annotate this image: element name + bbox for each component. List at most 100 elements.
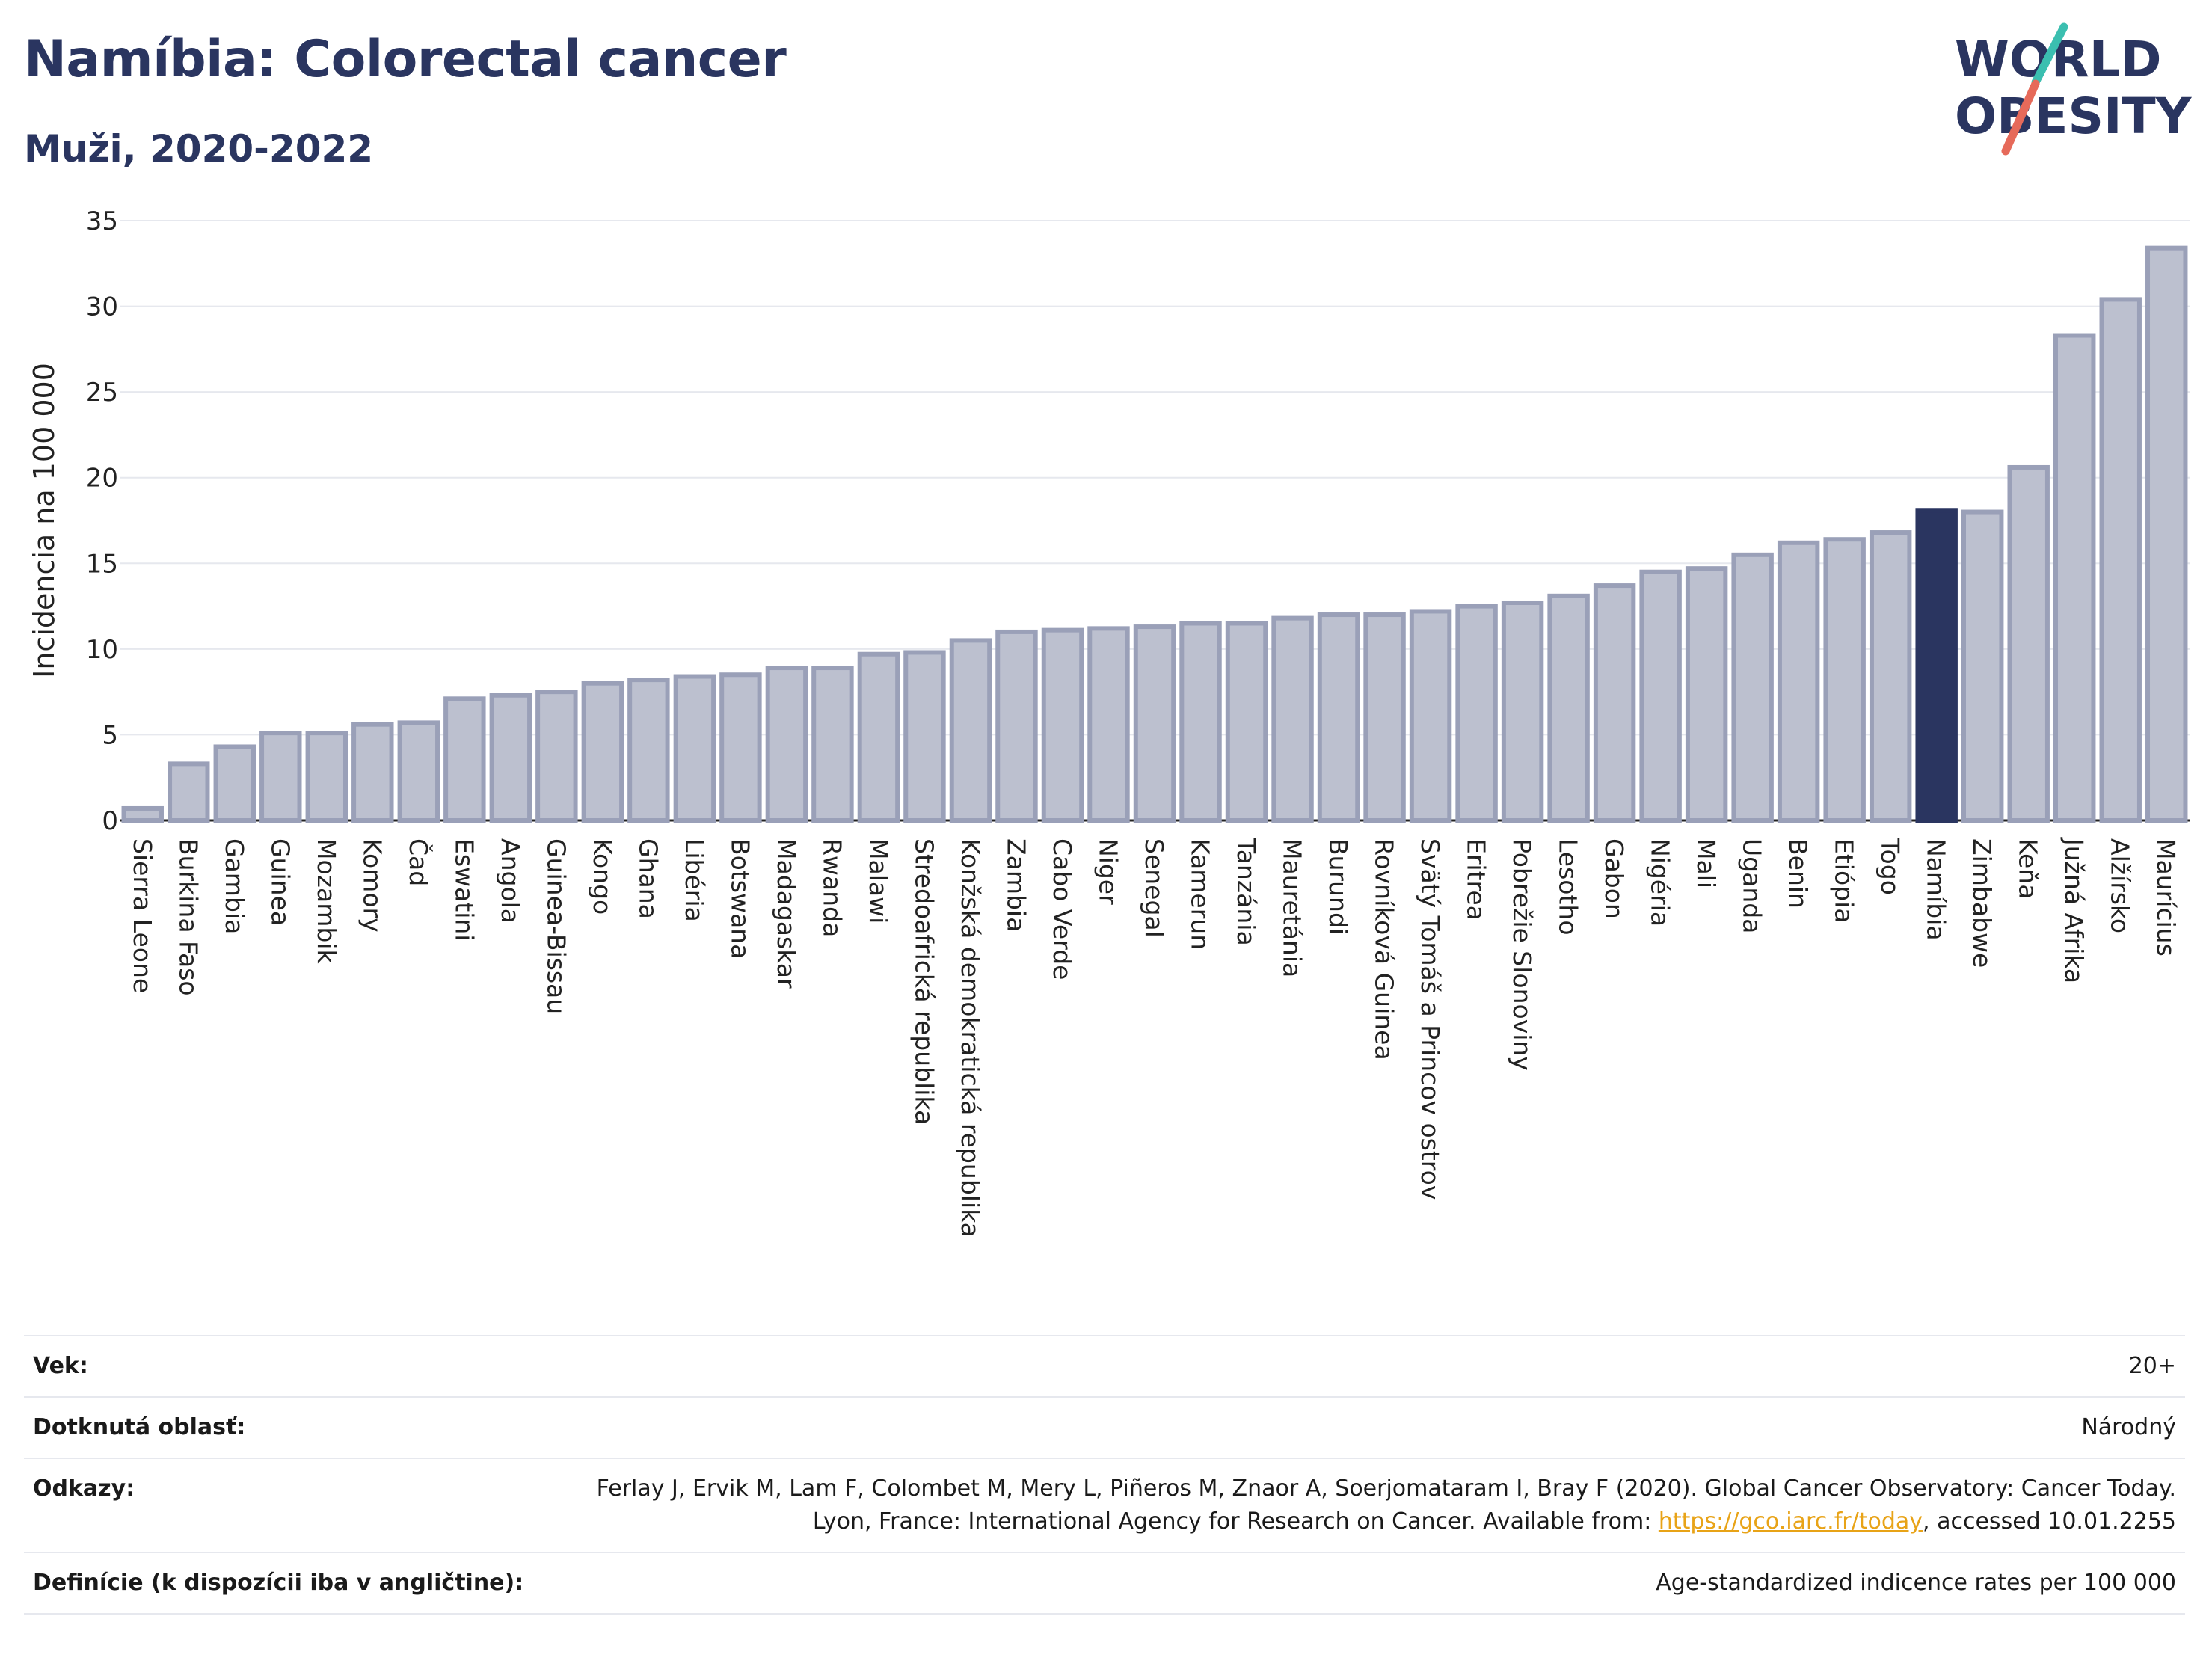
x-category-label: Maurícius bbox=[2151, 838, 2181, 957]
page-title: Namíbia: Colorectal cancer bbox=[24, 30, 787, 89]
info-value-references: Ferlay J, Ervik M, Lam F, Colombet M, Me… bbox=[531, 1473, 2176, 1538]
x-category-label: Malawi bbox=[864, 838, 893, 924]
bar bbox=[1593, 583, 1636, 823]
x-category-label: Zimbabwe bbox=[1967, 838, 1997, 968]
bar bbox=[121, 805, 164, 823]
logo-slash-red bbox=[2001, 79, 2040, 156]
bar bbox=[1363, 612, 1406, 823]
bar bbox=[1041, 627, 1084, 823]
bar bbox=[2099, 297, 2142, 823]
bar bbox=[1685, 566, 1728, 823]
bar bbox=[1409, 609, 1452, 823]
y-tick-label: 10 bbox=[86, 635, 118, 665]
bar bbox=[627, 678, 670, 823]
x-category-label: Madagaskar bbox=[772, 838, 801, 989]
x-category-label: Rwanda bbox=[817, 838, 847, 937]
y-tick-label: 15 bbox=[86, 549, 118, 579]
x-category-label: Togo bbox=[1875, 838, 1905, 895]
x-category-label: Alžírsko bbox=[2106, 838, 2135, 933]
bar bbox=[581, 681, 624, 823]
x-category-label: Čad bbox=[404, 838, 434, 886]
bar bbox=[949, 638, 992, 823]
x-category-label: Pobrežie Slonoviny bbox=[1508, 838, 1537, 1071]
x-category-label: Konžská demokratická republika bbox=[956, 838, 985, 1238]
bar bbox=[2007, 464, 2050, 823]
x-category-label: Burundi bbox=[1324, 838, 1353, 935]
bar bbox=[259, 731, 302, 823]
bar bbox=[1961, 509, 2004, 823]
x-category-label: Stredoafrická republika bbox=[909, 838, 938, 1125]
bar bbox=[1547, 593, 1590, 823]
bar bbox=[213, 744, 256, 823]
x-category-label: Mozambik bbox=[312, 838, 341, 964]
x-category-label: Angola bbox=[496, 838, 525, 924]
bar bbox=[2053, 333, 2096, 823]
info-row-age: Vek: 20+ bbox=[24, 1335, 2185, 1396]
info-key-references: Odkazy: bbox=[33, 1476, 135, 1502]
x-category-label: Keňa bbox=[2014, 838, 2043, 899]
y-tick-label: 0 bbox=[102, 806, 118, 836]
x-category-label: Eswatini bbox=[449, 838, 479, 941]
x-category-label: Rovníková Guinea bbox=[1370, 838, 1399, 1060]
x-category-label: Benin bbox=[1784, 838, 1813, 909]
label-layer: 0 5 10 15 20 25 30 35 Sierra Leone Burkina Faso Ga… bbox=[86, 206, 2181, 1238]
x-category-label: Niger bbox=[1093, 838, 1122, 905]
x-category-label: Cabo Verde bbox=[1048, 838, 1077, 980]
x-category-label: Lesotho bbox=[1554, 838, 1583, 936]
bar bbox=[903, 650, 946, 823]
logo-slash-teal bbox=[2031, 22, 2068, 87]
x-category-label: Ghana bbox=[633, 838, 663, 919]
x-category-label: Južná Afrika bbox=[2059, 837, 2089, 983]
bar bbox=[1087, 626, 1130, 823]
bar bbox=[1179, 621, 1222, 823]
x-category-label: Libéria bbox=[680, 838, 709, 922]
bar bbox=[1225, 621, 1268, 823]
x-category-label: Guinea bbox=[265, 838, 295, 926]
bar-highlight bbox=[1915, 508, 1958, 823]
bar bbox=[995, 629, 1038, 823]
x-category-label: Burkina Faso bbox=[173, 838, 203, 996]
x-category-label: Tanzánia bbox=[1232, 838, 1261, 946]
y-tick-label: 20 bbox=[86, 464, 118, 494]
bar bbox=[535, 690, 578, 823]
info-value-area: Národný bbox=[2081, 1414, 2176, 1440]
x-category-label: Komory bbox=[357, 838, 387, 933]
bar bbox=[351, 722, 394, 823]
bar bbox=[1731, 552, 1774, 823]
x-category-label: Botswana bbox=[725, 838, 755, 959]
x-category-label: Eritrea bbox=[1462, 838, 1491, 921]
y-tick-label: 5 bbox=[102, 720, 118, 750]
info-row-references: Odkazy: Ferlay J, Ervik M, Lam F, Colomb… bbox=[24, 1458, 2185, 1552]
bar-chart: 0 5 10 15 20 25 30 35 Sierra Leone Burkina Faso Ga… bbox=[28, 206, 2190, 1238]
bar bbox=[1777, 540, 1820, 823]
x-category-label: Etiópia bbox=[1830, 838, 1859, 924]
bar bbox=[1869, 530, 1912, 823]
info-value-age: 20+ bbox=[2128, 1353, 2176, 1379]
bar bbox=[1455, 604, 1498, 823]
info-row-area: Dotknutá oblasť: Národný bbox=[24, 1396, 2185, 1458]
info-row-definitions: Definície (k dispozícii iba v angličtine… bbox=[24, 1552, 2185, 1615]
bar bbox=[1823, 537, 1866, 823]
x-category-label: Kamerun bbox=[1186, 838, 1215, 950]
reference-link[interactable]: https://gco.iarc.fr/today bbox=[1658, 1508, 1923, 1535]
world-obesity-logo: WORLD OBESITY bbox=[1955, 22, 2193, 156]
x-category-label: Mauretánia bbox=[1278, 838, 1307, 977]
y-tick-label: 25 bbox=[86, 378, 118, 408]
bar bbox=[2145, 245, 2188, 823]
x-category-label: Nigéria bbox=[1646, 838, 1675, 927]
x-category-label: Zambia bbox=[1001, 838, 1030, 932]
bar bbox=[1271, 615, 1314, 823]
y-axis-title: Incidencia na 100 000 bbox=[28, 363, 61, 678]
info-key-age: Vek: bbox=[33, 1353, 88, 1379]
x-category-label: Svätý Tomáš a Princov ostrov bbox=[1416, 838, 1445, 1200]
bar bbox=[811, 666, 854, 823]
info-key-area: Dotknutá oblasť: bbox=[33, 1414, 246, 1440]
bar bbox=[443, 696, 486, 823]
x-category-label: Uganda bbox=[1738, 838, 1767, 933]
x-category-label: Mali bbox=[1692, 838, 1721, 888]
x-category-label: Gabon bbox=[1600, 838, 1629, 919]
x-category-label: Kongo bbox=[588, 838, 617, 915]
bar-layer bbox=[121, 245, 2188, 823]
bar bbox=[1501, 600, 1544, 823]
bar bbox=[305, 731, 348, 823]
